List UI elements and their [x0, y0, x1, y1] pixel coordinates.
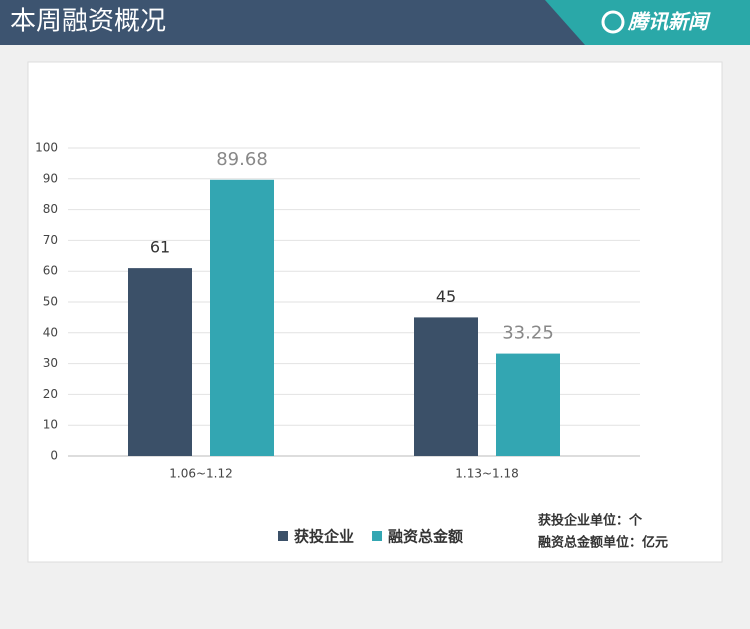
data-label: 89.68 [216, 149, 268, 170]
legend-swatch [372, 531, 383, 541]
logo-text: 腾讯新闻 [627, 10, 711, 34]
y-tick-label: 70 [43, 233, 58, 247]
chart: 0 10 20 30 40 50 60 70 80 90 100 1.06~1.12 61 89.68 1.… [35, 141, 668, 551]
logo-icon [601, 10, 625, 34]
data-label: 45 [436, 287, 456, 306]
bar [496, 353, 560, 456]
y-tick-label: 0 [50, 449, 58, 463]
y-tick-label: 50 [43, 295, 58, 309]
y-tick-label: 30 [43, 356, 58, 370]
y-tick-label: 80 [43, 202, 58, 216]
header-banner [545, 0, 750, 45]
legend-label: 融资总金额 [388, 528, 463, 546]
legend-label: 获投企业 [294, 528, 354, 546]
y-tick-label: 60 [43, 264, 58, 278]
bar [210, 179, 274, 457]
header-title: 本周融资概况 [10, 7, 166, 37]
y-tick-label: 20 [43, 387, 58, 401]
y-tick-label: 40 [43, 325, 58, 339]
data-label: 33.25 [502, 323, 554, 344]
legend-swatch [278, 531, 288, 541]
y-tick-label: 100 [35, 141, 58, 155]
unit-note: 获投企业单位：个 [538, 513, 643, 529]
y-tick-label: 10 [43, 418, 58, 432]
x-tick-label: 1.13~1.18 [455, 467, 519, 481]
bar [414, 317, 478, 456]
y-tick-label: 90 [43, 171, 58, 185]
x-tick-label: 1.06~1.12 [169, 467, 233, 481]
bar [128, 268, 192, 456]
unit-note: 融资总金额单位：亿元 [538, 535, 668, 551]
data-label: 61 [150, 238, 170, 257]
